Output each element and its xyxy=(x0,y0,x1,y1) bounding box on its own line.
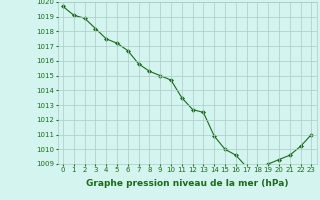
X-axis label: Graphe pression niveau de la mer (hPa): Graphe pression niveau de la mer (hPa) xyxy=(86,179,288,188)
